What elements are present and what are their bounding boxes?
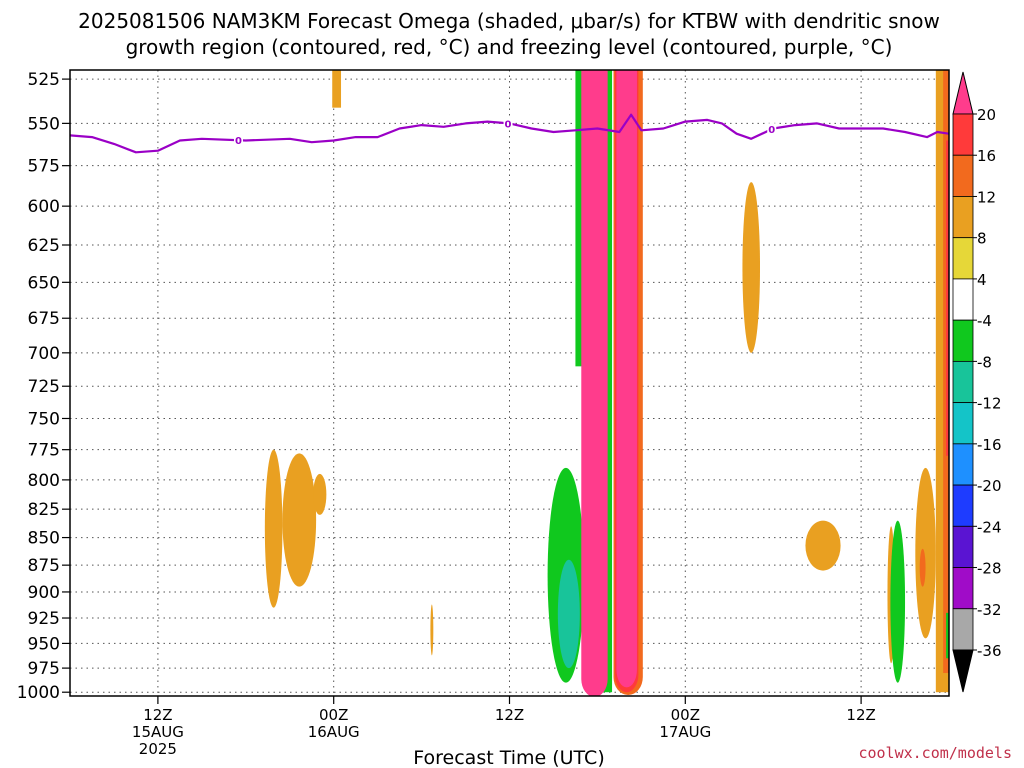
x-tick-label: 2025 [139, 740, 177, 758]
y-tick-label: 950 [28, 634, 60, 654]
x-tick-label: 16AUG [308, 723, 360, 741]
y-tick-label: 725 [28, 377, 60, 397]
y-tick-label: 625 [28, 236, 60, 256]
y-tick-label: 925 [28, 609, 60, 629]
freezing-label-bg [233, 134, 243, 147]
colorbar-bin [952, 113, 974, 156]
colorbar-bin [952, 443, 974, 486]
omega-region [282, 453, 317, 587]
omega-region [430, 604, 434, 656]
y-tick-label: 900 [28, 583, 60, 603]
y-tick-label: 525 [28, 70, 60, 90]
y-tick-label: 1000 [17, 683, 60, 703]
colorbar-label: -32 [977, 601, 1002, 619]
y-tick-label: 975 [28, 659, 60, 679]
omega-region [616, 70, 637, 688]
omega-region [742, 182, 761, 353]
omega-region [946, 140, 949, 456]
omega-shading [264, 70, 949, 696]
colorbar-label: -8 [977, 353, 992, 371]
colorbar-label: -20 [977, 477, 1002, 495]
plot-area: 0 0 0 [69, 69, 950, 697]
gridlines [70, 70, 949, 696]
freezing-level-label: 0 [235, 136, 242, 147]
colorbar-label: -28 [977, 560, 1002, 578]
x-tick-label: 12Z [495, 706, 524, 724]
x-tick-label: 12Z [143, 706, 172, 724]
colorbar-label: 4 [977, 271, 987, 289]
freezing-level-label: 0 [768, 125, 775, 136]
freezing-label-bg [767, 123, 777, 136]
colorbar-bin [952, 567, 974, 610]
colorbar-bin [952, 237, 974, 280]
colorbar-label: 8 [977, 230, 987, 248]
colorbar-bin [952, 525, 974, 568]
freezing-level-label: 0 [505, 119, 512, 130]
colorbar-label: -4 [977, 312, 992, 330]
x-tick-label: 00Z [671, 706, 700, 724]
freezing-label-bg [503, 117, 513, 130]
y-tick-label: 750 [28, 409, 60, 429]
y-tick-label: 575 [28, 157, 60, 177]
x-axis-label: Forecast Time (UTC) [413, 747, 604, 768]
x-tick-label: 17AUG [659, 723, 711, 741]
colorbar-bin [952, 402, 974, 445]
colorbar-bin [952, 278, 974, 321]
y-tick-label: 850 [28, 529, 60, 549]
x-tick-label: 15AUG [132, 723, 184, 741]
colorbar-label: 16 [977, 147, 996, 165]
y-tick-label: 650 [28, 273, 60, 293]
omega-region [890, 520, 906, 683]
colorbar-legend: 20 16 12 8 4 -4 -8 -12 -16 -20 -24 -28 -32 -36 [952, 71, 1002, 693]
omega-region [946, 612, 949, 659]
y-tick-label: 675 [28, 309, 60, 329]
colorbar-label: -24 [977, 518, 1002, 536]
colorbar-label: -36 [977, 642, 1002, 660]
omega-region [805, 520, 841, 571]
colorbar-label: -16 [977, 436, 1002, 454]
credit-text: coolwx.com/models [858, 744, 1012, 762]
colorbar-extend-bottom [952, 649, 974, 693]
y-axis: 525 550 575 600 625 650 675 700 725 750 775 800 825 8… [17, 70, 70, 703]
colorbar-bin [952, 360, 974, 404]
colorbar-label: 20 [977, 106, 996, 124]
omega-region [581, 70, 608, 696]
x-tick-label: 00Z [319, 706, 348, 724]
colorbar-bin [952, 319, 974, 362]
x-tick-label: 12Z [846, 706, 875, 724]
omega-region [332, 70, 342, 108]
y-tick-label: 700 [28, 344, 60, 364]
omega-region [264, 449, 283, 608]
y-tick-label: 875 [28, 556, 60, 576]
y-tick-label: 800 [28, 471, 60, 491]
y-tick-label: 600 [28, 197, 60, 217]
y-tick-label: 825 [28, 500, 60, 520]
colorbar-label: -12 [977, 395, 1002, 413]
colorbar-bin [952, 608, 974, 651]
y-tick-label: 550 [28, 114, 60, 134]
colorbar-extend-top [952, 71, 974, 115]
freezing-level-contour: 0 0 0 [70, 113, 949, 154]
colorbar-label: 12 [977, 188, 996, 206]
y-tick-label: 775 [28, 441, 60, 461]
omega-region [313, 473, 327, 515]
colorbar-bin [952, 484, 974, 527]
colorbar-bin [952, 196, 974, 239]
colorbar-bin [952, 154, 974, 197]
omega-region [919, 548, 926, 587]
chart-title-line1: 2025081506 NAM3KM Forecast Omega (shaded… [78, 9, 940, 33]
omega-region [915, 467, 936, 639]
chart-title-line2: growth region (contoured, red, °C) and f… [126, 35, 893, 59]
omega-region [557, 559, 580, 669]
